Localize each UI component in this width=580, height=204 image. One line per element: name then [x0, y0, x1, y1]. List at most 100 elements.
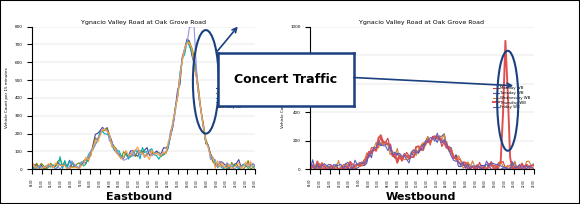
Wednesday WB [340, 166, 347, 169]
Tuesday EB [238, 168, 245, 171]
Thursday EB [28, 165, 35, 167]
Thursday WB [403, 154, 410, 157]
Friday WB [311, 168, 318, 171]
Tuesday WB [441, 132, 448, 135]
Monday EB [35, 168, 42, 171]
Friday WB [405, 162, 412, 164]
Friday EB [94, 141, 101, 143]
Line: Wednesday EB: Wednesday EB [32, 41, 255, 169]
Wednesday EB [61, 159, 68, 162]
Monday WB [434, 135, 441, 137]
Monday WB [307, 168, 314, 171]
Tuesday WB [429, 136, 436, 139]
Monday EB [252, 164, 259, 167]
Tuesday EB [144, 154, 151, 156]
Thursday WB [502, 40, 509, 42]
Tuesday EB [94, 139, 101, 141]
Friday WB [516, 163, 523, 166]
Monday EB [61, 164, 68, 166]
Friday EB [252, 168, 259, 171]
Wednesday WB [372, 141, 379, 144]
Monday EB [151, 152, 158, 155]
Friday WB [530, 167, 537, 169]
Friday WB [340, 168, 347, 171]
Thursday EB [52, 168, 59, 171]
Tuesday EB [183, 40, 190, 43]
Tuesday EB [151, 153, 158, 156]
Tuesday WB [422, 144, 429, 146]
Wednesday WB [405, 159, 412, 161]
Line: Tuesday EB: Tuesday EB [32, 41, 255, 169]
Wednesday WB [314, 168, 321, 171]
Monday EB [94, 132, 101, 134]
Thursday WB [420, 149, 427, 151]
Wednesday WB [429, 137, 436, 140]
Tuesday WB [405, 156, 412, 159]
Friday WB [429, 136, 436, 139]
Thursday EB [151, 152, 158, 155]
Friday WB [422, 140, 429, 142]
Line: Thursday EB: Thursday EB [32, 27, 255, 169]
Legend: Monday EB, Tuesday EB, Wednesday EB, Thursday EB, Friday EB: Monday EB, Tuesday EB, Wednesday EB, Thu… [214, 85, 253, 111]
Friday EB [151, 153, 158, 155]
Monday WB [514, 166, 521, 169]
Thursday EB [252, 165, 259, 168]
Wednesday WB [530, 168, 537, 171]
Tuesday WB [372, 146, 379, 149]
Title: Ygnacio Valley Road at Oak Grove Road: Ygnacio Valley Road at Oak Grove Road [360, 20, 484, 25]
Text: Eastbound: Eastbound [106, 192, 172, 202]
Monday EB [28, 165, 35, 167]
Line: Wednesday WB: Wednesday WB [310, 134, 534, 169]
Line: Friday EB: Friday EB [32, 43, 255, 169]
Monday WB [403, 151, 410, 154]
Thursday EB [94, 137, 101, 139]
Wednesday WB [441, 133, 448, 135]
Y-axis label: Vehicle Count per 15 minutes: Vehicle Count per 15 minutes [281, 68, 285, 128]
Monday EB [144, 146, 151, 149]
Tuesday WB [340, 168, 347, 171]
Thursday WB [514, 165, 521, 168]
Tuesday EB [252, 164, 259, 167]
Legend: Monday WB, Tuesday WB, Wednesday WB, Thursday WB, Friday WB: Monday WB, Tuesday WB, Wednesday WB, Thu… [491, 85, 532, 111]
Friday EB [127, 154, 134, 156]
Line: Thursday WB: Thursday WB [310, 41, 534, 169]
Monday EB [127, 150, 134, 152]
Monday WB [338, 168, 345, 171]
Monday EB [238, 166, 245, 169]
Friday EB [28, 159, 35, 162]
Friday EB [238, 168, 245, 171]
Text: Westbound: Westbound [385, 192, 456, 202]
Line: Friday WB: Friday WB [310, 133, 534, 169]
Monday WB [420, 144, 427, 146]
Thursday EB [61, 163, 68, 166]
Tuesday WB [311, 168, 318, 171]
Friday EB [61, 164, 68, 167]
Tuesday WB [516, 167, 523, 170]
Thursday WB [370, 148, 377, 151]
Tuesday EB [127, 155, 134, 158]
Wednesday EB [144, 150, 151, 152]
Thursday WB [307, 168, 314, 171]
Title: Ygnacio Valley Road at Oak Grove Road: Ygnacio Valley Road at Oak Grove Road [81, 20, 206, 25]
Line: Tuesday WB: Tuesday WB [310, 134, 534, 169]
Line: Monday WB: Monday WB [310, 136, 534, 169]
Tuesday EB [31, 168, 38, 171]
Thursday EB [144, 151, 151, 153]
Wednesday EB [31, 168, 38, 171]
Text: Concert Traffic: Concert Traffic [234, 73, 337, 86]
Tuesday EB [61, 161, 68, 163]
Friday WB [372, 146, 379, 149]
Friday EB [186, 41, 193, 44]
Wednesday EB [183, 40, 190, 42]
Friday WB [434, 132, 441, 134]
Monday EB [183, 38, 190, 40]
Wednesday EB [238, 165, 245, 168]
Monday WB [370, 147, 377, 149]
Thursday WB [338, 167, 345, 169]
Monday WB [427, 144, 434, 146]
Friday EB [144, 154, 151, 157]
Friday EB [35, 168, 42, 171]
Thursday EB [238, 165, 245, 168]
Thursday WB [530, 164, 537, 167]
Wednesday WB [516, 166, 523, 168]
